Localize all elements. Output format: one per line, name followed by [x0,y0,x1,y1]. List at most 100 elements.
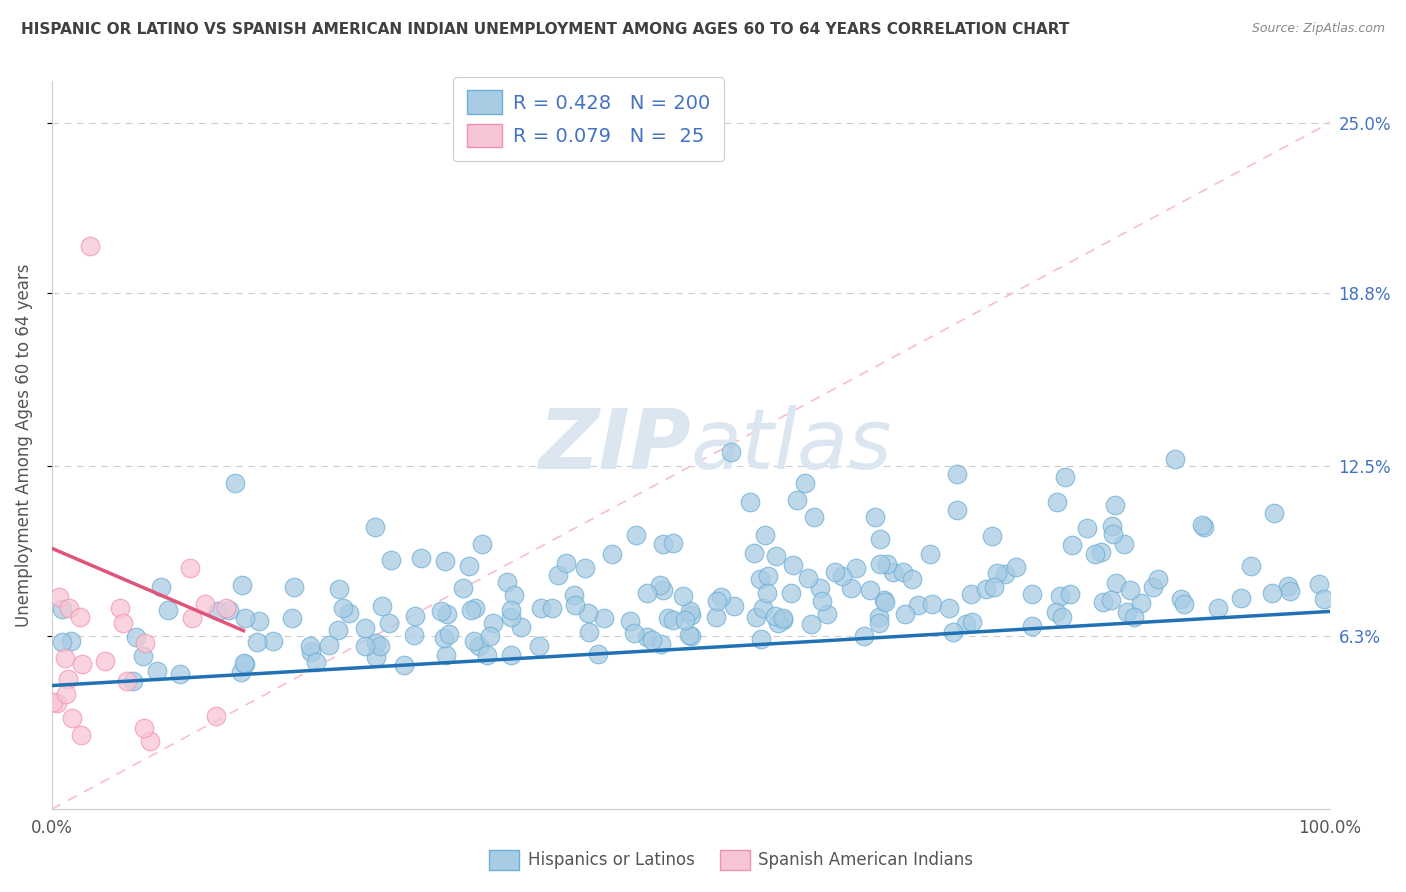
Point [527,640,550,654]
Point [437,626,460,640]
Point [960,615,983,629]
Point [134,636,156,650]
Point [194,597,217,611]
Legend: Hispanics or Latinos, Spanish American Indians: Hispanics or Latinos, Spanish American I… [482,843,980,877]
Point [744,546,766,560]
Point [555,556,578,570]
Point [564,598,586,612]
Point [868,616,890,631]
Point [482,616,505,631]
Point [229,665,252,679]
Point [224,476,246,491]
Point [782,558,804,572]
Point [125,631,148,645]
Point [1084,547,1107,561]
Point [453,581,475,595]
Point [1053,469,1076,483]
Point [404,627,426,641]
Point [678,628,700,642]
Point [679,629,702,643]
Point [1118,582,1140,597]
Point [354,621,377,635]
Point [55,687,77,701]
Point [464,600,486,615]
Point [808,582,831,596]
Point [641,633,664,648]
Point [636,586,658,600]
Point [748,572,770,586]
Point [1021,619,1043,633]
Point [1194,520,1216,534]
Point [869,558,891,572]
Point [1105,575,1128,590]
Point [1060,538,1083,552]
Point [332,600,354,615]
Point [960,587,983,601]
Point [1191,517,1213,532]
Point [364,520,387,534]
Point [42,695,65,709]
Point [756,569,779,583]
Point [623,626,645,640]
Point [233,657,256,671]
Point [1123,610,1146,624]
Point [779,586,801,600]
Point [318,638,340,652]
Point [530,601,553,615]
Point [433,631,456,645]
Point [650,637,672,651]
Point [868,609,890,624]
Point [328,582,350,596]
Point [463,633,485,648]
Point [1130,596,1153,610]
Point [499,602,522,616]
Text: Source: ZipAtlas.com: Source: ZipAtlas.com [1251,22,1385,36]
Point [901,572,924,586]
Point [839,582,862,596]
Point [429,604,451,618]
Point [460,603,482,617]
Point [305,656,328,670]
Point [149,580,172,594]
Point [368,639,391,653]
Point [117,673,139,688]
Point [772,610,794,624]
Y-axis label: Unemployment Among Ages 60 to 64 years: Unemployment Among Ages 60 to 64 years [15,263,32,627]
Point [280,611,302,625]
Point [800,617,823,632]
Point [353,639,375,653]
Point [624,528,647,542]
Point [378,615,401,630]
Point [58,601,80,615]
Point [863,509,886,524]
Point [1173,597,1195,611]
Point [471,537,494,551]
Point [70,728,93,742]
Point [891,565,914,579]
Point [704,609,727,624]
Point [980,529,1002,543]
Point [1229,591,1251,606]
Point [1021,587,1043,601]
Point [811,594,834,608]
Point [146,665,169,679]
Point [942,624,965,639]
Point [749,632,772,646]
Point [1049,589,1071,603]
Point [876,558,898,572]
Point [803,510,825,524]
Legend: R = 0.428   N = 200, R = 0.079   N =  25: R = 0.428 N = 200, R = 0.079 N = 25 [453,77,724,161]
Point [541,601,564,615]
Point [436,648,458,663]
Point [231,577,253,591]
Point [636,631,658,645]
Point [946,503,969,517]
Point [679,608,702,623]
Point [51,635,73,649]
Point [815,607,838,621]
Point [207,604,229,618]
Point [79,239,101,253]
Point [946,467,969,482]
Point [1308,577,1330,591]
Point [745,610,768,624]
